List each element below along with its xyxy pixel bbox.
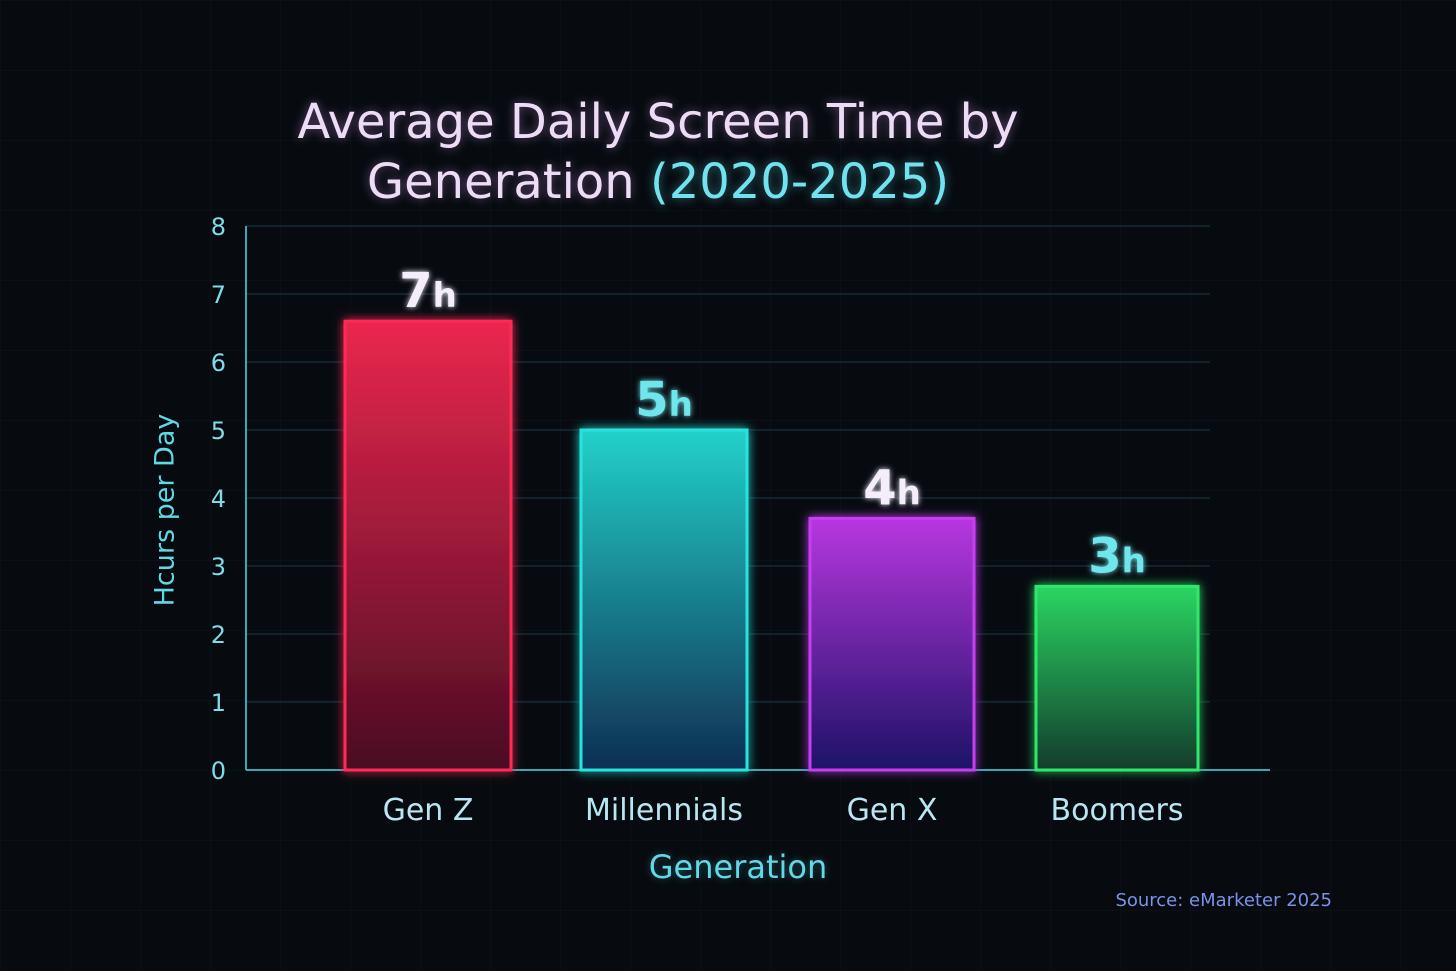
chart-title-period: (2020-2025) (649, 154, 950, 210)
y-tick-label: 8 (211, 213, 226, 241)
y-tick-label: 2 (211, 621, 226, 649)
bar-boomers (1034, 584, 1200, 772)
y-tick-label: 0 (211, 757, 226, 785)
y-tick-label: 7 (211, 281, 226, 309)
data-label: 4h (863, 460, 921, 516)
y-tick-label: 4 (211, 485, 226, 513)
chart-title-line1: Average Daily Screen Time by (297, 94, 1019, 150)
chart-title-line2: Generation (366, 154, 635, 210)
x-tick-label: Gen X (847, 793, 938, 828)
x-tick-labels: Gen Z Millennials Gen X Boomers (383, 793, 1184, 828)
y-axis-title: Hcurs per Day (149, 413, 181, 607)
y-tick-label: 6 (211, 349, 226, 377)
x-axis-title: Generation (648, 848, 828, 886)
data-labels: 7h 5h 4h 3h (399, 263, 1146, 584)
y-tick-label: 3 (211, 553, 226, 581)
bar-millennials (579, 428, 749, 772)
y-tick-label: 5 (211, 417, 226, 445)
y-tick-label: 1 (211, 689, 226, 717)
chart-title: Average Daily Screen Time by Generation (… (240, 92, 1076, 212)
x-tick-label: Gen Z (383, 793, 474, 828)
x-tick-label: Millennials (585, 793, 743, 828)
y-tick-labels: 0 1 2 3 4 5 6 7 8 (211, 213, 226, 785)
x-tick-label: Boomers (1051, 793, 1184, 828)
bars (343, 319, 1200, 772)
bar-gen-x (808, 516, 976, 772)
source-note: Source: eMarketer 2025 (1115, 890, 1332, 911)
data-label: 3h (1088, 528, 1146, 584)
data-label: 5h (635, 372, 693, 428)
bar-gen-z (343, 319, 513, 772)
data-label: 7h (399, 263, 457, 319)
